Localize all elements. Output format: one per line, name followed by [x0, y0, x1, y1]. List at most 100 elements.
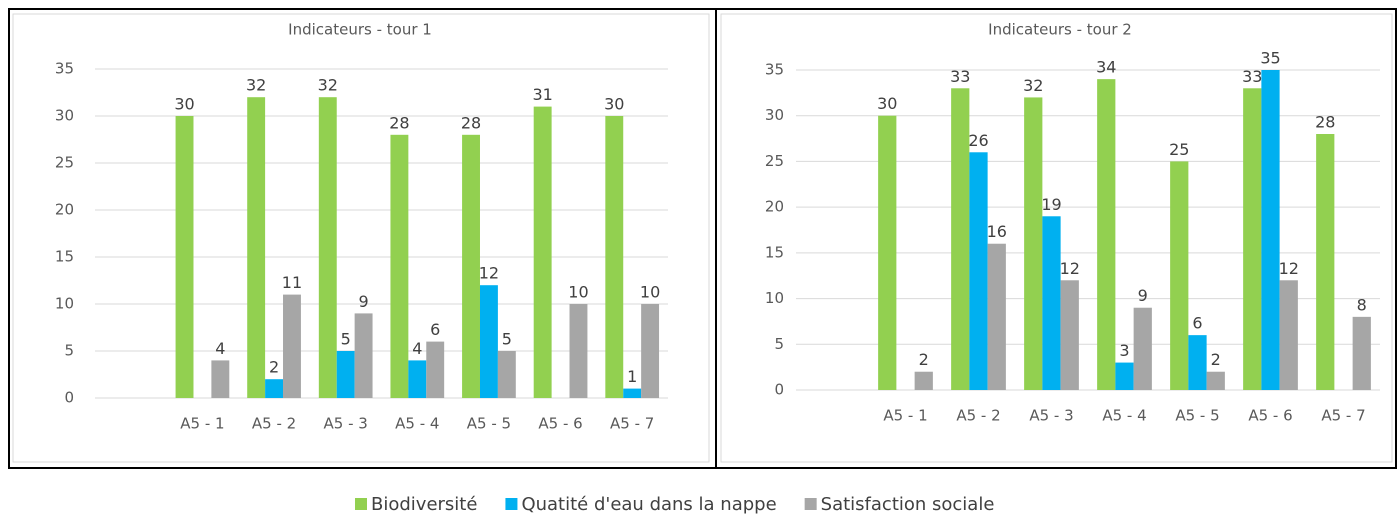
value-label: 28	[389, 113, 409, 132]
y-tick-label: 30	[55, 107, 74, 125]
bar	[969, 152, 988, 390]
x-tick-label: A5 - 2	[252, 415, 296, 433]
value-label: 5	[502, 330, 512, 349]
value-label: 30	[877, 94, 897, 113]
y-tick-label: 20	[55, 201, 74, 219]
value-label: 11	[282, 273, 302, 292]
bar	[426, 341, 445, 398]
bar	[1279, 280, 1298, 390]
value-label: 4	[412, 339, 422, 358]
bar	[265, 379, 284, 398]
bar	[283, 294, 301, 398]
x-tick-label: A5 - 3	[324, 415, 368, 433]
value-label: 30	[604, 95, 624, 114]
value-label: 2	[919, 350, 929, 369]
legend-label: Biodiversité	[371, 494, 477, 515]
value-label: 2	[1211, 350, 1221, 369]
bar	[1316, 134, 1335, 390]
bar	[951, 88, 970, 391]
x-tick-label: A5 - 7	[1321, 407, 1365, 425]
x-tick-label: A5 - 1	[180, 415, 224, 433]
panel-frame	[720, 13, 1393, 463]
bar	[605, 116, 624, 398]
y-tick-label: 15	[55, 248, 74, 266]
bar	[1352, 316, 1371, 390]
bar	[408, 360, 427, 398]
value-label: 6	[1192, 314, 1202, 333]
bar	[175, 116, 194, 398]
value-label: 32	[318, 76, 338, 95]
value-label: 3	[1119, 341, 1129, 360]
y-tick-label: 35	[765, 61, 784, 79]
value-label: 16	[987, 222, 1007, 241]
chart-title: Indicateurs - tour 1	[288, 21, 432, 39]
bar	[497, 351, 516, 398]
legend-swatch	[505, 498, 518, 510]
y-tick-label: 25	[765, 152, 784, 170]
bar	[354, 313, 373, 398]
value-label: 19	[1041, 195, 1061, 214]
value-label: 32	[246, 76, 266, 95]
y-tick-label: 5	[774, 335, 784, 353]
bar	[1097, 79, 1116, 391]
value-label: 25	[1169, 140, 1189, 159]
y-tick-label: 0	[774, 381, 784, 399]
bar	[878, 115, 897, 390]
bar	[987, 243, 1006, 390]
x-tick-label: A5 - 5	[467, 415, 511, 433]
chart-title: Indicateurs - tour 2	[988, 21, 1132, 39]
value-label: 33	[1242, 67, 1262, 86]
bar	[1133, 307, 1152, 390]
legend-swatch	[804, 498, 817, 510]
y-tick-label: 25	[55, 154, 74, 172]
bar	[1188, 335, 1207, 390]
value-label: 33	[950, 67, 970, 86]
x-tick-label: A5 - 5	[1175, 407, 1219, 425]
bar	[247, 97, 266, 398]
value-label: 12	[1060, 259, 1080, 278]
x-tick-label: A5 - 6	[538, 415, 582, 433]
bar	[1170, 161, 1189, 390]
bar	[1024, 97, 1043, 390]
legend-label: Quatité d'eau dans la nappe	[521, 494, 776, 515]
value-label: 31	[532, 85, 552, 104]
y-tick-label: 10	[55, 295, 74, 313]
x-tick-label: A5 - 7	[610, 415, 654, 433]
bar	[211, 360, 230, 398]
value-label: 5	[341, 330, 351, 349]
bar	[479, 285, 498, 398]
bar	[641, 304, 660, 398]
value-label: 34	[1096, 58, 1116, 77]
bar	[623, 388, 642, 398]
y-tick-label: 20	[765, 198, 784, 216]
value-label: 12	[1279, 259, 1299, 278]
y-tick-label: 15	[765, 243, 784, 261]
bar	[318, 97, 337, 398]
y-tick-label: 30	[765, 106, 784, 124]
value-label: 2	[269, 358, 279, 377]
x-tick-label: A5 - 6	[1248, 407, 1292, 425]
value-label: 1	[627, 367, 637, 386]
y-tick-label: 35	[55, 60, 74, 78]
outer-frame	[8, 8, 1397, 469]
bar	[533, 106, 552, 398]
bar	[569, 304, 588, 398]
value-label: 32	[1023, 76, 1043, 95]
x-tick-label: A5 - 4	[395, 415, 439, 433]
value-label: 26	[968, 131, 988, 150]
value-label: 30	[174, 95, 194, 114]
value-label: 9	[359, 292, 369, 311]
bar	[390, 134, 409, 399]
bar	[1115, 362, 1134, 390]
bar	[1243, 88, 1262, 391]
bar	[462, 134, 480, 399]
value-label: 35	[1260, 49, 1280, 68]
bar	[1206, 371, 1225, 390]
value-label: 28	[1315, 113, 1335, 132]
bar	[1060, 280, 1079, 390]
y-tick-label: 0	[64, 389, 74, 407]
bar	[914, 371, 933, 390]
value-label: 6	[430, 320, 440, 339]
x-tick-label: A5 - 1	[883, 407, 927, 425]
